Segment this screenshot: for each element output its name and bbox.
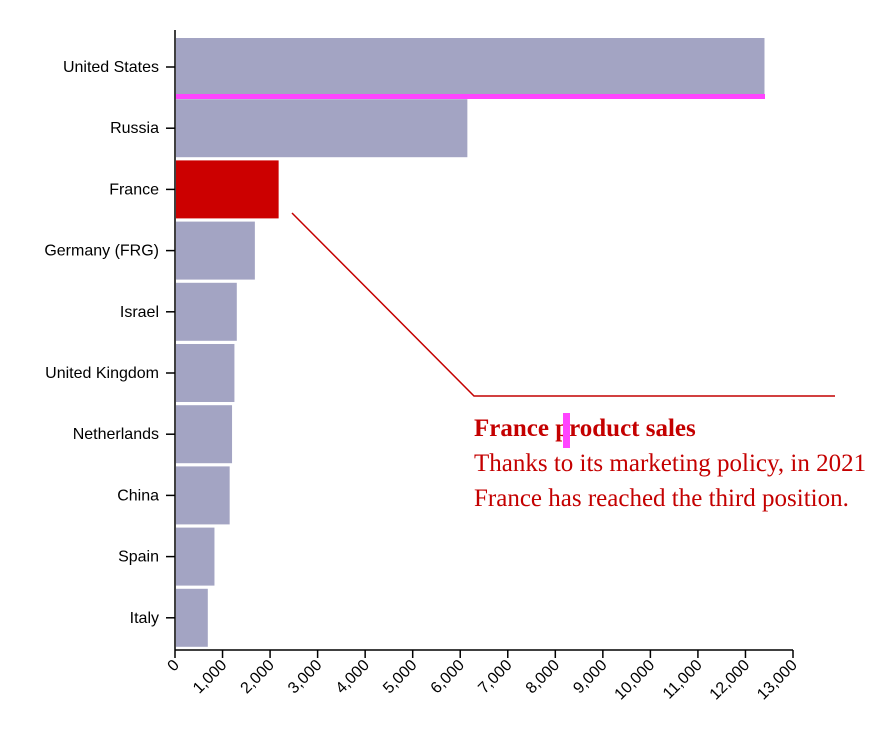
x-tick-label: 0 xyxy=(165,657,183,675)
x-tick-label: 7,000 xyxy=(475,657,515,697)
bar-italy xyxy=(176,588,208,647)
x-tick-label: 12,000 xyxy=(707,657,754,704)
bar-france xyxy=(176,160,279,219)
highlight-marker-line xyxy=(176,94,765,99)
y-tick-label: Russia xyxy=(110,120,159,137)
bar-united-states xyxy=(176,38,765,96)
y-tick-label: Germany (FRG) xyxy=(44,243,159,260)
y-tick-label: Netherlands xyxy=(73,426,159,443)
x-axis: 0 1,000 2,000 3,000 4,000 5,000 6,000 7,000 8,00… xyxy=(165,650,801,703)
y-tick-label: China xyxy=(117,487,159,504)
x-tick-label: 13,000 xyxy=(754,657,801,704)
y-tick-label: Israel xyxy=(120,304,159,321)
annotation-body: Thanks to its marketing policy, in 2021 … xyxy=(474,450,867,512)
y-tick-label: United States xyxy=(63,59,159,76)
x-tick-label: 9,000 xyxy=(570,657,610,697)
x-tick-label: 8,000 xyxy=(523,657,563,697)
bar-netherlands xyxy=(176,405,233,464)
x-tick-label: 4,000 xyxy=(333,657,373,697)
x-tick-label: 5,000 xyxy=(380,657,420,697)
annotation-title: France product sales xyxy=(474,415,696,442)
x-tick-label: 6,000 xyxy=(428,657,468,697)
annotation-connector xyxy=(291,212,835,397)
y-axis: United States Russia France Germany (FRG) Is… xyxy=(44,59,175,627)
y-tick-label: United Kingdom xyxy=(45,365,159,382)
bar-spain xyxy=(176,527,215,586)
bars-group xyxy=(176,38,765,647)
x-tick-label: 10,000 xyxy=(612,657,659,704)
bar-germany-frg xyxy=(176,221,255,280)
x-tick-label: 3,000 xyxy=(285,657,325,697)
y-tick-label: France xyxy=(109,181,159,198)
x-tick-label: 2,000 xyxy=(238,657,278,697)
bar-china xyxy=(176,466,230,525)
x-tick-label: 11,000 xyxy=(660,657,706,703)
x-tick-label: 1,000 xyxy=(190,657,230,697)
bar-russia xyxy=(176,99,468,158)
bar-israel xyxy=(176,282,237,341)
text-cursor-marker xyxy=(563,413,570,448)
y-tick-label: Spain xyxy=(118,549,159,566)
annotation-box: France product sales Thanks to its marke… xyxy=(474,411,874,516)
y-tick-label: Italy xyxy=(130,610,159,627)
bar-united-kingdom xyxy=(176,344,235,402)
